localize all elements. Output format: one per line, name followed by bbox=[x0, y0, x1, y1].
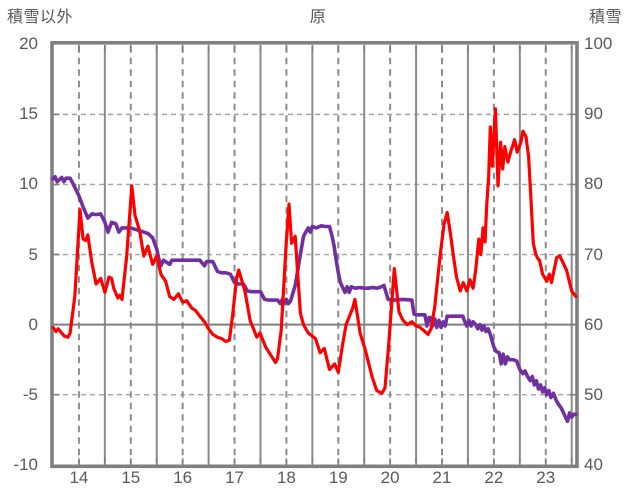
x-axis-tick-label: 17 bbox=[225, 468, 244, 487]
left-axis-title: 積雪以外 bbox=[7, 9, 74, 26]
right-axis-tick-label: 100 bbox=[584, 34, 613, 54]
right-axis-tick-label: 70 bbox=[584, 244, 603, 264]
left-axis-tick-label: 20 bbox=[19, 34, 38, 54]
right-axis-tick-label: 40 bbox=[584, 454, 603, 474]
left-axis-tick-label: 10 bbox=[19, 174, 38, 194]
right-axis-tick-label: 90 bbox=[584, 104, 603, 124]
x-axis-tick-label: 21 bbox=[432, 468, 452, 487]
right-axis-tick-label: 80 bbox=[584, 174, 603, 194]
x-axis-tick-label: 19 bbox=[328, 468, 348, 487]
right-axis-tick-label: 60 bbox=[584, 314, 603, 334]
chart-title: 原 bbox=[309, 9, 327, 26]
left-axis-tick-label: -5 bbox=[22, 384, 38, 404]
left-axis-tick-label: 15 bbox=[19, 104, 38, 124]
x-axis-tick-label: 15 bbox=[121, 468, 141, 487]
right-axis-tick-label: 50 bbox=[584, 384, 603, 404]
x-axis-tick-label: 22 bbox=[484, 468, 504, 487]
x-axis-tick-label: 18 bbox=[276, 468, 296, 487]
x-axis-tick-label: 16 bbox=[173, 468, 193, 487]
left-axis-tick-label: 0 bbox=[28, 314, 38, 334]
left-axis-tick-label: 5 bbox=[28, 244, 38, 264]
x-axis-tick-label: 20 bbox=[380, 468, 400, 487]
x-axis-tick-label: 14 bbox=[69, 468, 89, 487]
right-axis-title: 積雪 bbox=[588, 9, 622, 26]
snow-series-line bbox=[51, 175, 578, 424]
plot-border bbox=[50, 40, 579, 469]
x-axis-tick-label: 23 bbox=[536, 468, 556, 487]
non-snow-series-line bbox=[51, 107, 578, 395]
left-axis-tick-label: -10 bbox=[13, 454, 38, 474]
